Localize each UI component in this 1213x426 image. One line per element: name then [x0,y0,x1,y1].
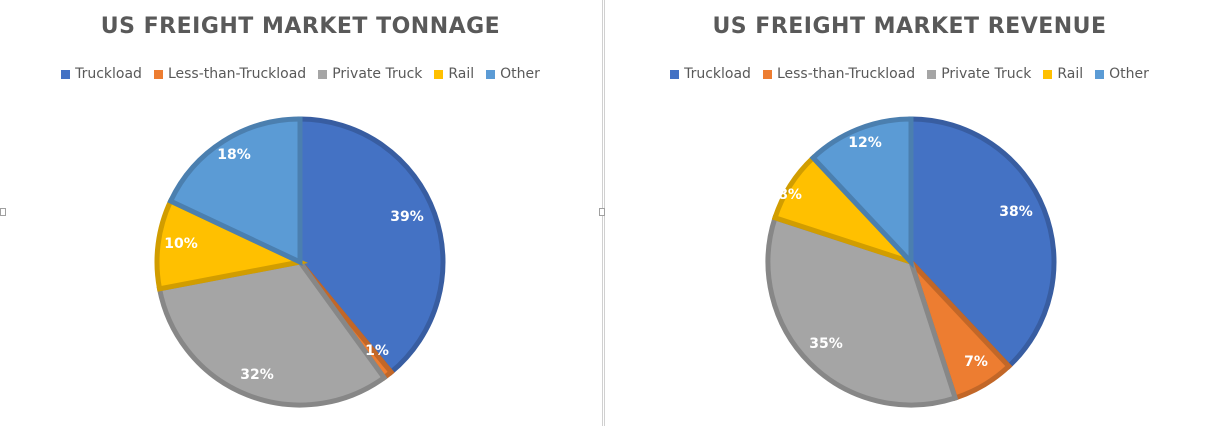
legend-swatch [1043,69,1053,79]
legend-item-truckload: Truckload [61,66,142,82]
resize-handle[interactable] [0,208,6,216]
legend-label: Other [500,66,540,82]
resize-handle[interactable] [599,208,605,216]
legend-swatch [762,69,772,79]
legend-swatch [153,69,163,79]
data-label-less-than-truckload: 7% [964,354,988,370]
pie-chart-tonnage: 39% 1% 32% 10% 18% [154,116,446,408]
legend-label: Rail [448,66,475,82]
data-label-other: 18% [217,147,251,163]
legend-item-rail: Rail [1043,66,1083,82]
legend-label: Truckload [75,66,142,82]
chart-legend: Truckload Less-than-Truckload Private Tr… [0,66,601,82]
chart-title: US FREIGHT MARKET REVENUE [712,14,1107,39]
chart-legend: Truckload Less-than-Truckload Private Tr… [606,66,1213,82]
legend-swatch [927,69,937,79]
data-label-less-than-truckload: 1% [365,343,389,359]
legend-item-private-truck: Private Truck [318,66,422,82]
legend-item-other: Other [1095,66,1149,82]
pie-slice-private-truck[interactable] [156,259,388,408]
pie-chart-revenue: 38% 7% 35% 8% 12% [765,116,1057,408]
legend-item-other: Other [486,66,540,82]
legend-item-ltl: Less-than-Truckload [153,66,307,82]
legend-label: Private Truck [941,66,1032,82]
pie-slice-other[interactable] [809,116,914,269]
legend-item-private-truck: Private Truck [927,66,1031,82]
chart-panel-revenue[interactable]: US FREIGHT MARKET REVENUE Truckload Less… [606,0,1213,426]
pie-slice-truckload[interactable] [908,116,1057,370]
legend-label: Private Truck [332,66,423,82]
legend-swatch [434,69,444,79]
pie-slice-other[interactable] [167,116,303,266]
data-label-private-truck: 35% [809,336,843,352]
legend-label: Other [1109,66,1149,82]
pie-slice-private-truck[interactable] [765,214,959,408]
data-label-truckload: 38% [999,204,1033,220]
data-label-truckload: 39% [390,209,424,225]
legend-item-rail: Rail [434,66,474,82]
data-label-rail: 8% [778,187,802,203]
legend-swatch [1095,69,1105,79]
data-label-private-truck: 32% [240,367,274,383]
legend-label: Less-than-Truckload [776,66,916,82]
legend-label: Truckload [684,66,751,82]
chart-panel-tonnage[interactable]: US FREIGHT MARKET TONNAGE Truckload Less… [0,0,601,426]
data-label-other: 12% [848,135,882,151]
pie-slice-truckload[interactable] [297,116,446,376]
legend-swatch [486,69,496,79]
legend-label: Less-than-Truckload [167,66,307,82]
legend-item-truckload: Truckload [670,66,751,82]
legend-item-ltl: Less-than-Truckload [762,66,916,82]
chart-title: US FREIGHT MARKET TONNAGE [100,14,501,39]
data-label-rail: 10% [164,236,198,252]
legend-swatch [318,69,328,79]
legend-label: Rail [1057,66,1084,82]
legend-swatch [61,69,71,79]
legend-swatch [670,69,680,79]
pie-slice-rail[interactable] [154,197,309,292]
